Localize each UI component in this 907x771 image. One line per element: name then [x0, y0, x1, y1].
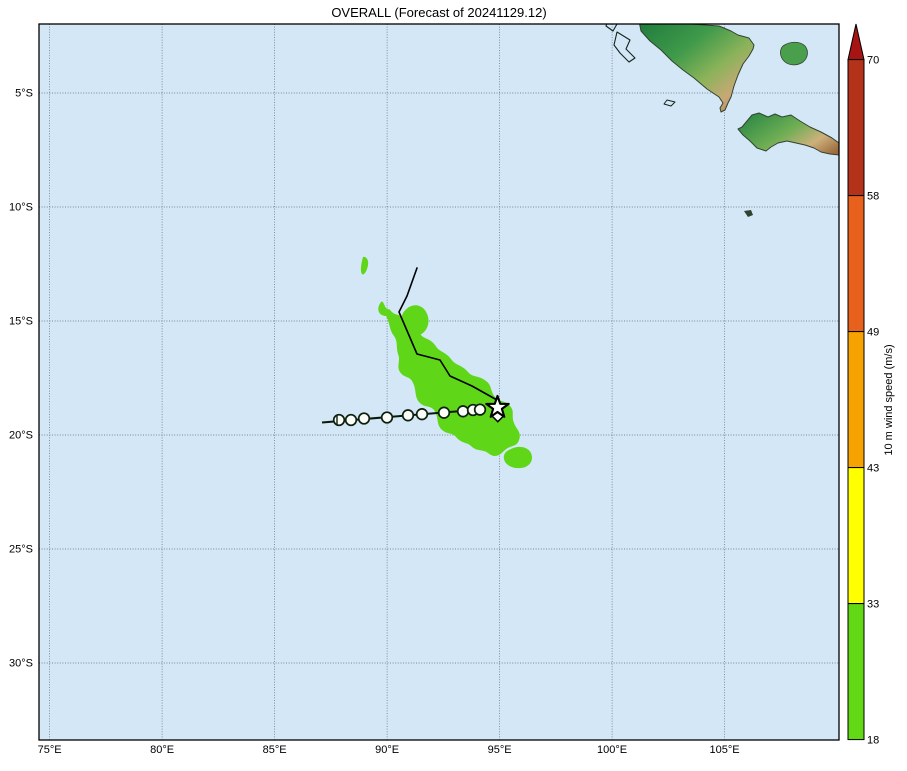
svg-text:43: 43 — [867, 463, 879, 475]
svg-text:5°S: 5°S — [15, 88, 33, 100]
svg-text:10°S: 10°S — [9, 202, 33, 214]
svg-text:49: 49 — [867, 327, 879, 339]
svg-text:95°E: 95°E — [488, 744, 512, 756]
svg-text:OVERALL (Forecast of 20241129.: OVERALL (Forecast of 20241129.12) — [331, 5, 546, 20]
svg-text:18: 18 — [867, 735, 879, 747]
svg-text:10 m wind speed (m/s): 10 m wind speed (m/s) — [883, 344, 895, 455]
svg-text:100°E: 100°E — [597, 744, 627, 756]
svg-text:30°S: 30°S — [9, 658, 33, 670]
svg-text:85°E: 85°E — [263, 744, 287, 756]
svg-text:90°E: 90°E — [375, 744, 399, 756]
svg-text:80°E: 80°E — [150, 744, 174, 756]
svg-text:105°E: 105°E — [710, 744, 740, 756]
svg-text:70: 70 — [867, 55, 879, 67]
svg-text:15°S: 15°S — [9, 316, 33, 328]
svg-text:75°E: 75°E — [38, 744, 62, 756]
svg-text:58: 58 — [867, 191, 879, 203]
svg-text:20°S: 20°S — [9, 430, 33, 442]
svg-text:33: 33 — [867, 599, 879, 611]
svg-text:25°S: 25°S — [9, 544, 33, 556]
